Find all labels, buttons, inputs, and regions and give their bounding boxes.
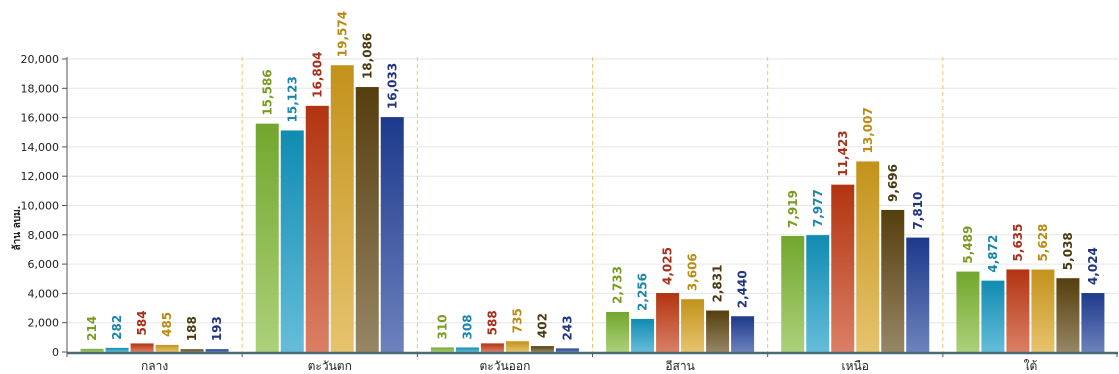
data-label: 402 (535, 313, 549, 338)
bar (105, 347, 129, 352)
bar (180, 349, 204, 352)
y-tick-label: 4,000 (28, 287, 60, 300)
data-label: 282 (110, 315, 124, 340)
bar (956, 271, 980, 352)
x-tick-label: ตะวันตก (308, 359, 352, 373)
bar (1006, 269, 1030, 352)
data-label: 7,810 (911, 192, 925, 230)
bar (606, 311, 630, 352)
data-label: 7,919 (786, 190, 800, 228)
x-tick-label: เหนือ (842, 359, 869, 373)
y-tick-label: 14,000 (21, 141, 60, 154)
data-label: 193 (210, 316, 224, 341)
y-axis-label: ล้าน ลบม. (11, 206, 23, 251)
bar (155, 344, 179, 352)
data-label: 2,256 (636, 273, 650, 311)
data-label: 243 (560, 315, 574, 340)
y-tick-label: 20,000 (21, 53, 60, 66)
bar (280, 130, 304, 352)
data-label: 2,831 (711, 265, 725, 303)
data-label: 485 (160, 312, 174, 337)
data-label: 5,635 (1011, 223, 1025, 261)
bar (706, 310, 730, 352)
bar (555, 348, 579, 352)
data-label: 15,123 (285, 76, 299, 122)
data-labels: 214 282 584 485 188 193 15,586 15,123 16,804 19,5… (85, 11, 1100, 341)
x-tick-label: ใต้ (1024, 359, 1038, 373)
x-tick-label: ตะวันออก (479, 359, 530, 373)
bar (530, 346, 554, 352)
bar (806, 235, 830, 352)
data-label: 4,024 (1086, 247, 1100, 285)
bar (681, 299, 705, 352)
bar (380, 117, 404, 352)
bar (330, 65, 354, 352)
x-tick-label: อีสาน (665, 359, 694, 373)
bar (1031, 269, 1055, 352)
category-separators (241, 57, 944, 352)
y-tick-label: 0 (52, 346, 59, 359)
data-label: 310 (435, 314, 449, 339)
y-tick-label: 8,000 (28, 229, 60, 242)
bars (80, 65, 1105, 352)
data-label: 16,033 (385, 63, 399, 109)
bar (906, 237, 930, 352)
y-tick-label: 12,000 (21, 170, 60, 183)
data-label: 7,977 (811, 189, 825, 227)
bar (80, 348, 104, 352)
bar (255, 123, 279, 352)
bar (205, 349, 229, 352)
y-tick-label: 18,000 (21, 82, 60, 95)
data-label: 588 (485, 310, 499, 335)
bar (1056, 278, 1080, 352)
data-label: 3,606 (686, 253, 700, 291)
bar (731, 316, 755, 352)
bar (781, 235, 805, 352)
y-tick-label: 2,000 (28, 317, 60, 330)
bar (656, 293, 680, 352)
bar (981, 280, 1005, 352)
data-label: 584 (135, 310, 149, 335)
data-label: 2,733 (611, 266, 625, 304)
x-tick-label: กลาง (141, 359, 168, 373)
bar (856, 161, 880, 352)
data-label: 13,007 (861, 107, 875, 153)
data-label: 735 (510, 308, 524, 333)
data-label: 4,025 (661, 247, 675, 285)
data-label: 9,696 (886, 164, 900, 202)
bar (305, 105, 329, 352)
bar (130, 343, 154, 352)
y-tick-label: 16,000 (21, 112, 60, 125)
data-label: 16,804 (310, 52, 324, 98)
bar (355, 87, 379, 352)
data-label: 5,489 (961, 226, 975, 264)
data-label: 2,440 (736, 270, 750, 308)
axes: 0 2,000 4,000 6,000 8,000 10,000 12,000 14,000 1… (21, 53, 1118, 373)
data-label: 18,086 (360, 33, 374, 79)
data-label: 4,872 (986, 235, 1000, 273)
bar (505, 341, 529, 352)
data-label: 188 (185, 316, 199, 341)
bar (455, 347, 479, 352)
bar (430, 347, 454, 352)
data-label: 5,628 (1036, 224, 1050, 262)
data-label: 5,038 (1061, 232, 1075, 270)
bar (480, 343, 504, 352)
data-label: 15,586 (260, 69, 274, 115)
y-tick-label: 10,000 (21, 200, 60, 213)
bar (831, 184, 855, 352)
data-label: 19,574 (335, 11, 349, 57)
bar (1081, 293, 1105, 352)
data-label: 214 (85, 316, 99, 341)
data-label: 11,423 (836, 130, 850, 176)
data-label: 308 (460, 314, 474, 339)
bar (631, 318, 655, 352)
bar (881, 209, 905, 352)
y-tick-label: 6,000 (28, 258, 60, 271)
